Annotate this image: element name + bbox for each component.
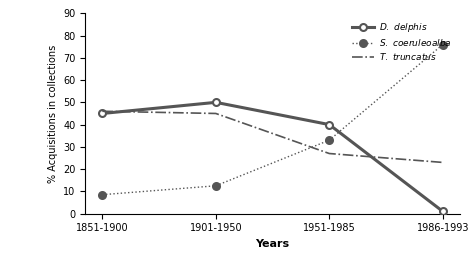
$\it{D.\ delphis}$ [100,112,105,115]
$\it{T.\ truncatus}$ [213,112,219,115]
Line: $\it{D.\ delphis}$: $\it{D.\ delphis}$ [99,99,446,215]
$\it{T.\ truncatus}$ [327,152,332,155]
$\it{T.\ truncatus}$ [440,161,446,164]
$\it{S.\ coeruleoalba}$ [213,184,219,187]
$\it{S.\ coeruleoalba}$ [100,193,105,196]
$\it{T.\ truncatus}$ [100,110,105,113]
Line: $\it{S.\ coeruleoalba}$: $\it{S.\ coeruleoalba}$ [99,41,446,198]
Y-axis label: % Acquisitions in collections: % Acquisitions in collections [48,44,58,183]
Line: $\it{T.\ truncatus}$: $\it{T.\ truncatus}$ [102,111,443,162]
$\it{D.\ delphis}$ [327,123,332,126]
$\it{D.\ delphis}$ [440,210,446,213]
Legend: $\it{D.\ delphis}$, $\it{S.\ coeruleoalba}$, $\it{T.\ truncatus}$: $\it{D.\ delphis}$, $\it{S.\ coeruleoalb… [348,18,455,65]
$\it{S.\ coeruleoalba}$ [440,43,446,46]
X-axis label: Years: Years [255,239,290,249]
$\it{S.\ coeruleoalba}$ [327,139,332,142]
$\it{D.\ delphis}$ [213,101,219,104]
